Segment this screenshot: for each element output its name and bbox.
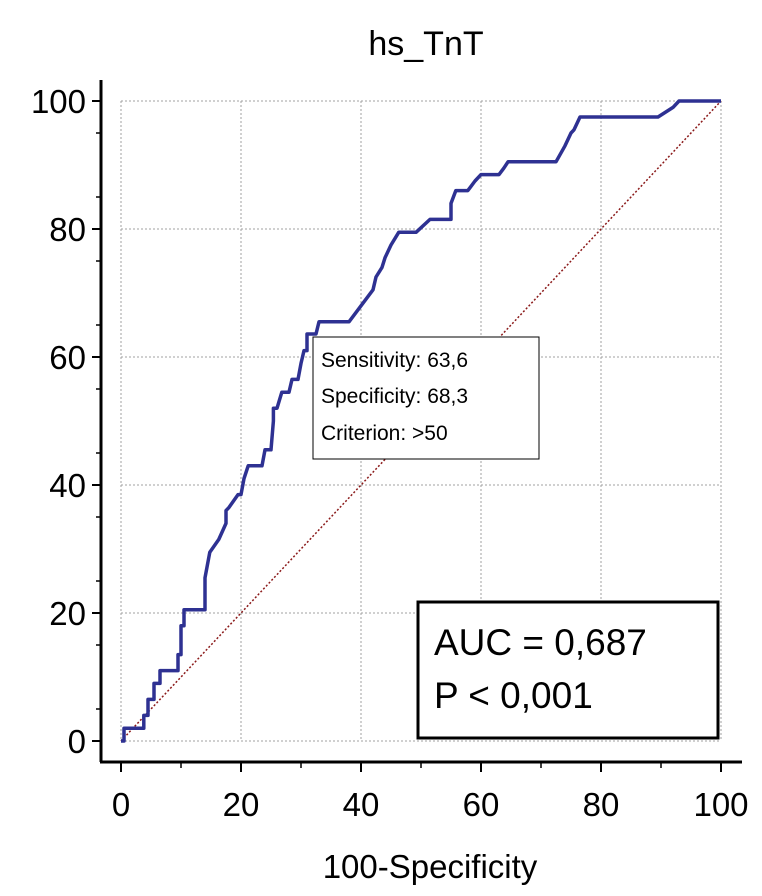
x-tick-label-40: 40 xyxy=(343,786,380,823)
roc-curve-line-0 xyxy=(121,99,721,743)
y-tick-label-40: 40 xyxy=(49,467,86,504)
y-tick-label-100: 100 xyxy=(31,83,86,120)
y-tick-label-20: 20 xyxy=(49,595,86,632)
x-tick-label-0: 0 xyxy=(112,786,130,823)
auc-box xyxy=(416,600,720,740)
chart-title: hs_TnT xyxy=(368,25,483,63)
annotation-sensitivity: Sensitivity: 63,6 xyxy=(321,349,468,372)
roc-curve-group xyxy=(121,99,721,743)
annotation-criterion: Criterion: >50 xyxy=(321,422,448,445)
x-tick-label-20: 20 xyxy=(223,786,260,823)
x-axis-label: 100-Specificity xyxy=(323,848,538,885)
x-tick-label-80: 80 xyxy=(583,786,620,823)
x-tick-label-100: 100 xyxy=(693,786,748,823)
y-tick-label-80: 80 xyxy=(49,211,86,248)
auc-value: AUC = 0,687 xyxy=(434,622,647,663)
y-tick-label-60: 60 xyxy=(49,339,86,376)
y-tick-label-0: 0 xyxy=(68,723,86,760)
auc-legend: AUC = 0,687 P < 0,001 xyxy=(416,600,720,740)
annotation-box xyxy=(312,336,540,460)
axes xyxy=(92,80,742,772)
x-tick-labels: 0 20 40 60 80 100 xyxy=(112,786,749,823)
x-tick-label-60: 60 xyxy=(463,786,500,823)
y-tick-labels: 0 20 40 60 80 100 xyxy=(31,83,86,760)
criterion-annotation: Sensitivity: 63,6 Specificity: 68,3 Crit… xyxy=(312,336,540,460)
p-value: P < 0,001 xyxy=(434,675,593,716)
annotation-specificity: Specificity: 68,3 xyxy=(321,385,468,408)
